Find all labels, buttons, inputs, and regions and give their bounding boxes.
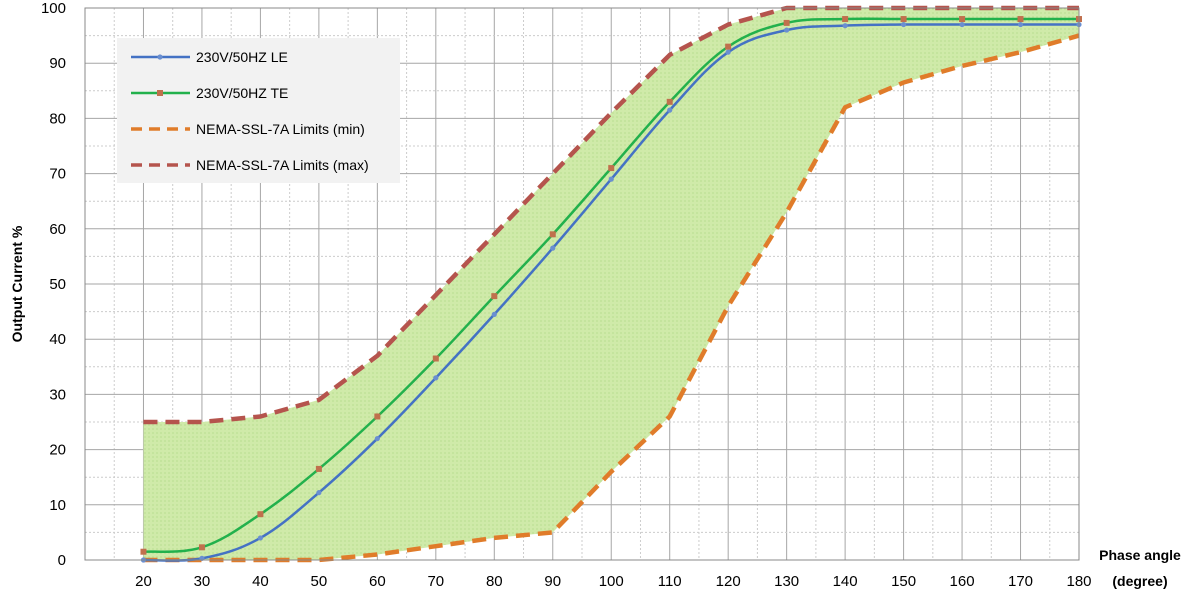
plot-border (84, 7, 1080, 561)
legend-label-230v-50hz-te: 230V/50HZ TE (196, 85, 288, 101)
data-point (608, 165, 615, 172)
x-tick-label: 90 (544, 573, 561, 590)
data-point (550, 245, 556, 251)
y-tick-label: 0 (58, 552, 66, 569)
x-tick-label: 80 (486, 573, 503, 590)
data-point (900, 16, 907, 23)
x-tick-label: 120 (716, 573, 741, 590)
data-point (784, 27, 790, 33)
x-axis-unit: (degree) (1112, 573, 1167, 589)
x-tick-label: 150 (891, 573, 916, 590)
legend-marker (157, 90, 163, 96)
legend-label-230v-50hz-le: 230V/50HZ LE (196, 49, 288, 65)
x-tick-label: 160 (950, 573, 975, 590)
y-tick-label: 70 (49, 166, 66, 183)
x-tick-label: 130 (774, 573, 799, 590)
x-tick-label: 50 (311, 573, 328, 590)
data-point (315, 465, 322, 472)
data-point (959, 16, 966, 23)
x-tick-label: 40 (252, 573, 269, 590)
limits-shaded-region (143, 8, 1080, 560)
x-axis-ticks: 20 30 40 50 60 70 80 90 100 110 120 130 140 150 160 170… (135, 573, 1091, 590)
x-axis-title: Phase angle (1099, 547, 1181, 563)
y-tick-label: 90 (49, 55, 66, 72)
x-tick-label: 170 (1008, 573, 1033, 590)
y-tick-label: 100 (41, 0, 66, 17)
data-point (316, 490, 322, 496)
data-point (725, 49, 731, 55)
data-point (549, 231, 556, 238)
x-tick-label: 70 (427, 573, 444, 590)
y-axis-title: Output Current % (9, 225, 25, 342)
data-point (374, 413, 381, 420)
legend-marker (157, 54, 163, 60)
x-tick-label: 60 (369, 573, 386, 590)
legend-box (117, 38, 400, 183)
data-point (433, 375, 439, 381)
data-point (1017, 21, 1024, 28)
data-point (140, 548, 147, 555)
data-point (608, 176, 614, 182)
y-tick-label: 30 (49, 386, 66, 403)
data-point (257, 511, 264, 518)
data-point (725, 43, 732, 50)
data-point (842, 16, 849, 23)
y-tick-label: 80 (49, 110, 66, 127)
legend: 230V/50HZ LE 230V/50HZ TE NEMA-SSL-7A Limi… (117, 38, 400, 183)
y-tick-label: 50 (49, 276, 66, 293)
x-tick-label: 100 (599, 573, 624, 590)
y-tick-label: 20 (49, 442, 66, 459)
x-tick-label: 110 (658, 573, 682, 590)
y-tick-label: 10 (49, 497, 66, 514)
data-point (666, 98, 673, 105)
data-point (491, 293, 498, 300)
y-tick-label: 60 (49, 221, 66, 238)
data-point (900, 21, 907, 28)
data-point (667, 107, 673, 113)
data-point (374, 435, 380, 442)
data-point (959, 21, 965, 28)
data-point (783, 19, 790, 26)
y-axis-ticks: 0 10 20 30 40 50 60 70 80 90 100 (41, 0, 66, 569)
x-tick-label: 140 (833, 573, 858, 590)
x-tick-label: 30 (194, 573, 211, 590)
data-point (198, 544, 205, 551)
data-point (842, 23, 848, 29)
x-tick-label: 180 (1066, 573, 1091, 590)
data-point (1017, 16, 1024, 23)
x-tick-label: 20 (135, 573, 152, 590)
data-point (432, 355, 439, 362)
legend-label-nema-ssl-7a-limits-min: NEMA-SSL-7A Limits (min) (196, 121, 365, 137)
legend-label-nema-ssl-7a-limits-max: NEMA-SSL-7A Limits (max) (196, 157, 369, 173)
data-point (491, 311, 497, 317)
y-tick-label: 40 (49, 331, 66, 348)
data-point (257, 535, 264, 541)
